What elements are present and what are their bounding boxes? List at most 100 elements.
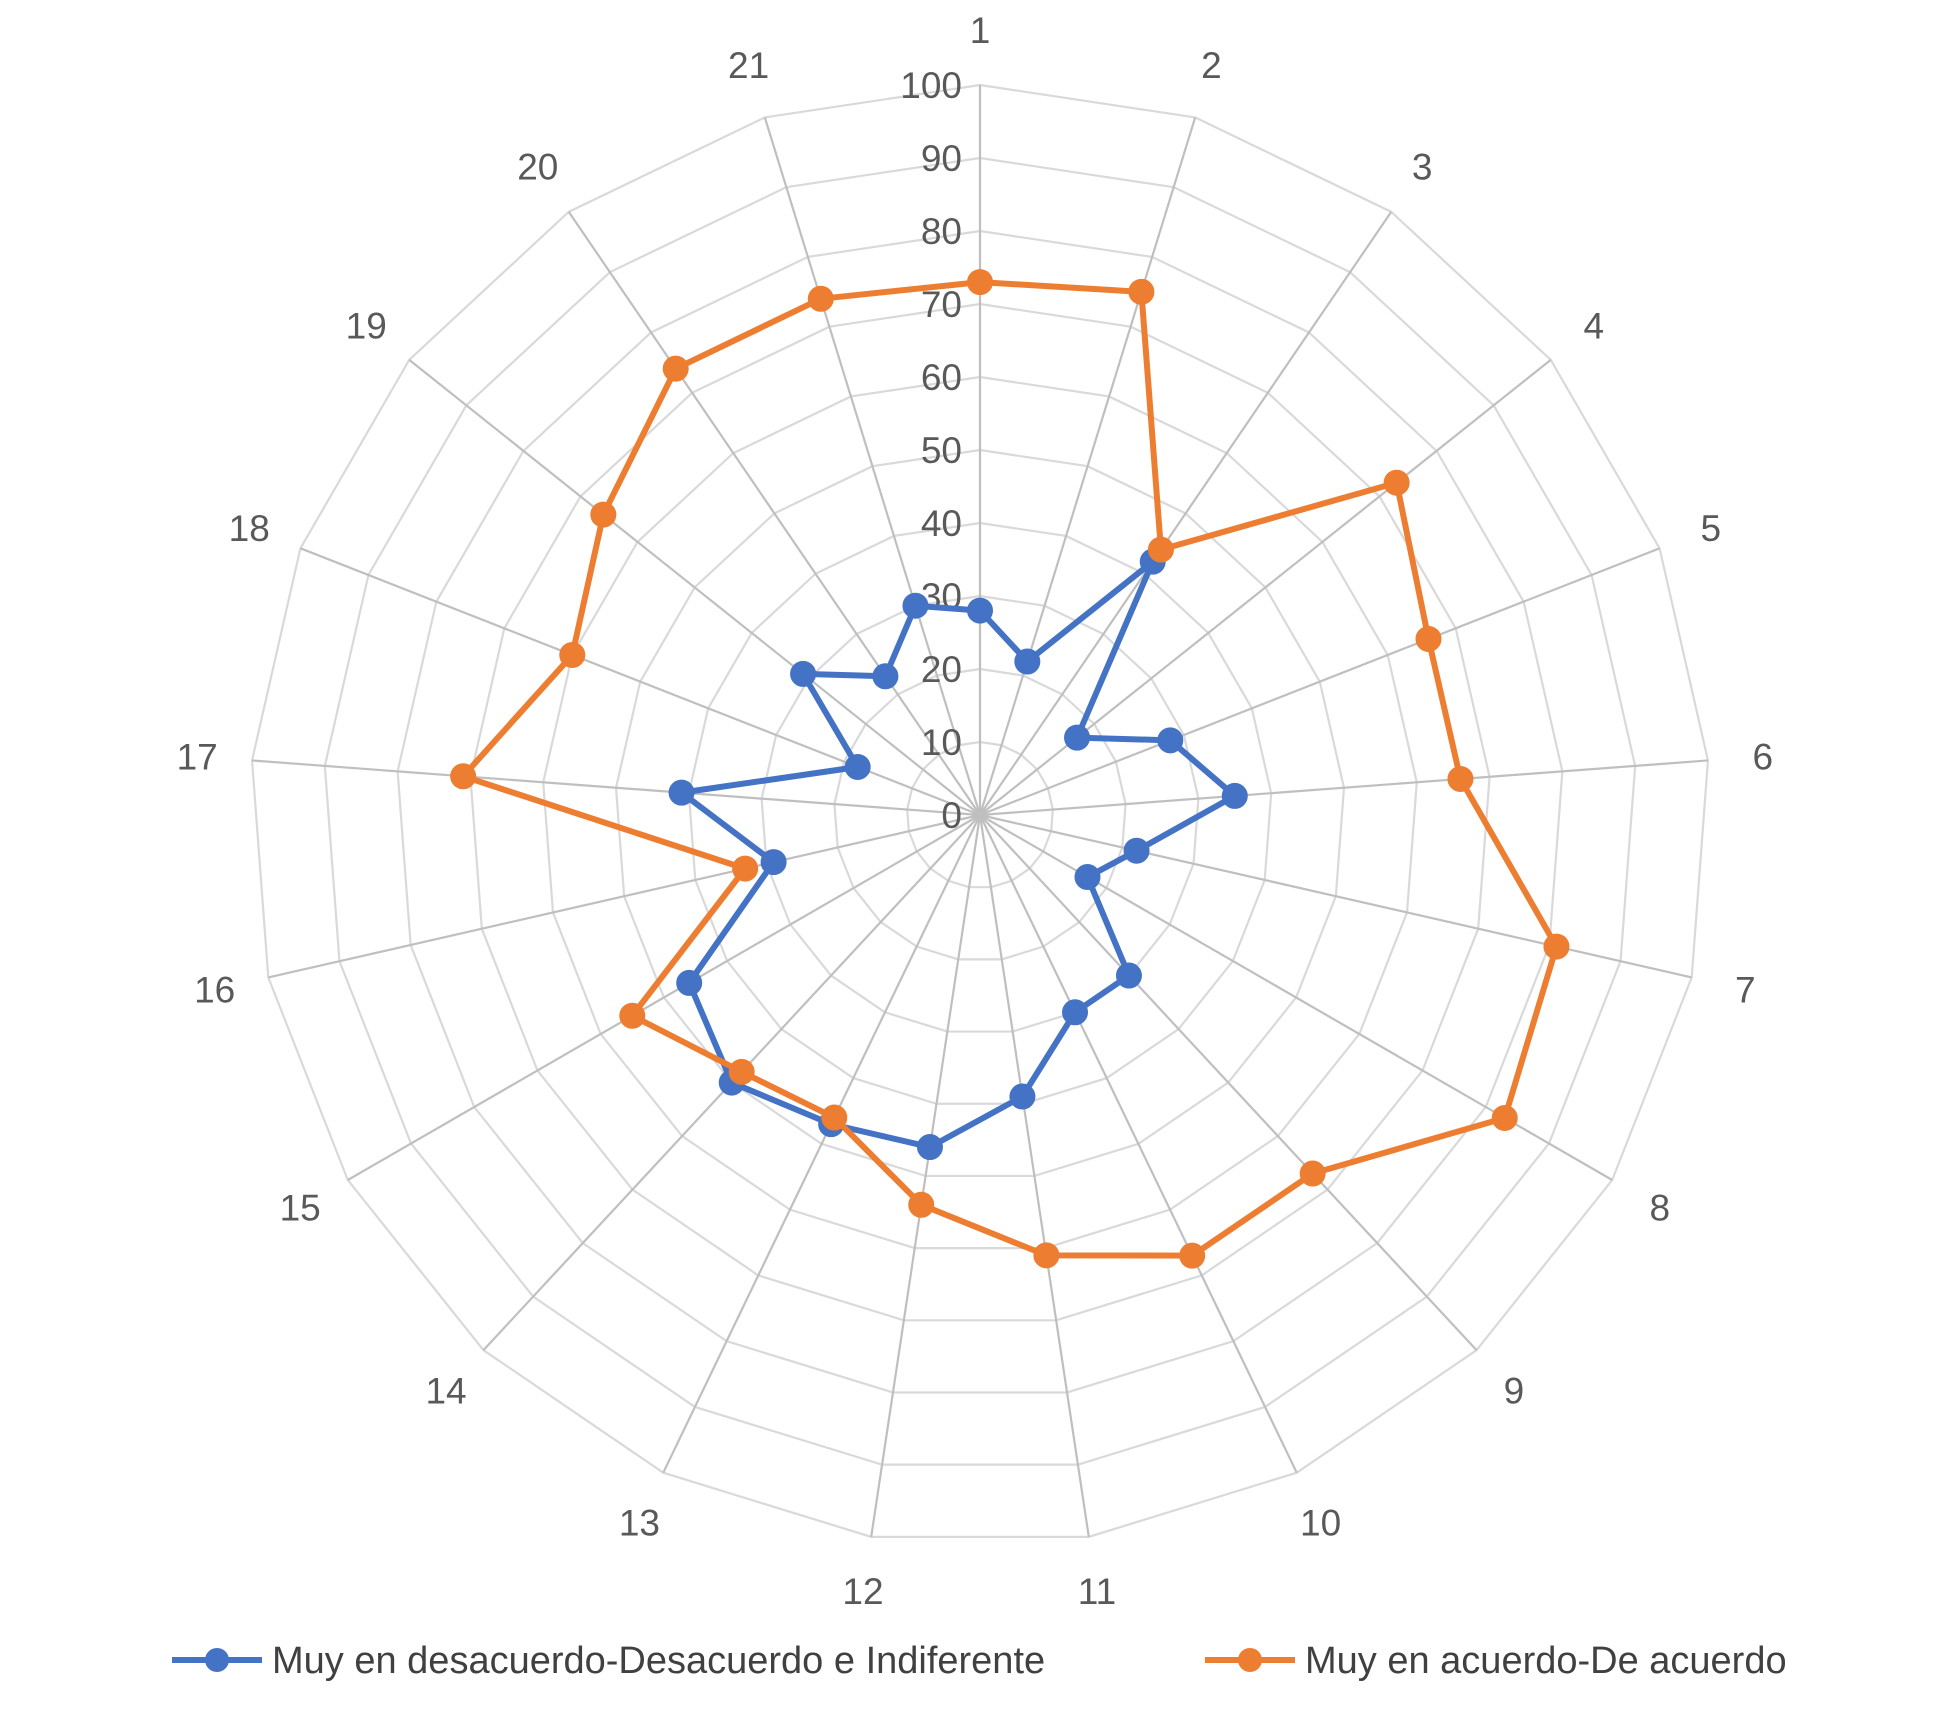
spoke-11 [978, 814, 1090, 1538]
data-point [450, 763, 477, 790]
r-tick-label: 20 [921, 649, 962, 690]
grid-ring-60 [542, 375, 1418, 1250]
grid-ring-20 [833, 667, 1127, 961]
legend: Muy en desacuerdo-Desacuerdo e Indiferen… [172, 1640, 1787, 1682]
data-point [1033, 1242, 1060, 1269]
category-label: 1 [970, 10, 991, 51]
data-point [1074, 864, 1101, 891]
data-point [1062, 999, 1089, 1026]
data-point [1147, 536, 1174, 563]
radar-spokes [251, 85, 1709, 1538]
spoke-6 [979, 759, 1709, 817]
spoke-15 [347, 814, 981, 1181]
data-point [790, 660, 817, 687]
data-point [559, 641, 586, 668]
category-label: 6 [1753, 736, 1774, 777]
data-point [1383, 469, 1410, 496]
r-tick-label: 10 [921, 722, 962, 763]
data-point [844, 753, 871, 780]
grid-ring-80 [396, 229, 1564, 1394]
category-label: 21 [728, 45, 769, 86]
data-point [1128, 278, 1155, 305]
r-tick-label: 0 [941, 795, 962, 836]
spoke-9 [979, 814, 1478, 1351]
r-tick-label: 60 [921, 357, 962, 398]
data-point [902, 592, 929, 619]
category-label: 18 [229, 508, 270, 549]
spoke-7 [979, 813, 1692, 979]
category-label: 5 [1700, 508, 1721, 549]
data-point [872, 663, 899, 690]
data-point [967, 269, 993, 296]
spoke-10 [979, 814, 1298, 1474]
series-line [460, 279, 1560, 1259]
grid-ring-40 [687, 521, 1273, 1105]
data-point [1543, 933, 1570, 960]
data-series [450, 269, 1570, 1269]
data-point [590, 501, 617, 528]
spoke-21 [763, 117, 982, 816]
data-point [760, 849, 787, 876]
grid-ring-30 [760, 594, 1200, 1033]
data-point [732, 855, 759, 882]
series-line [678, 558, 1238, 1151]
series-2 [450, 269, 1570, 1269]
data-point [916, 1134, 943, 1161]
category-label: 13 [619, 1502, 660, 1543]
r-tick-label: 100 [900, 65, 962, 106]
grid-ring-100 [250, 83, 1710, 1538]
category-label: 19 [346, 306, 387, 347]
category-label: 9 [1504, 1370, 1525, 1411]
r-tick-label: 50 [921, 430, 962, 471]
data-point [1115, 962, 1142, 989]
data-point [668, 779, 695, 806]
data-point [619, 1002, 646, 1029]
spoke-8 [979, 814, 1613, 1181]
data-point [908, 1191, 935, 1218]
data-point [1014, 648, 1041, 675]
legend-marker [205, 1648, 229, 1672]
legend-label: Muy en acuerdo-De acuerdo [1305, 1640, 1787, 1682]
grid-ring-50 [614, 448, 1346, 1178]
data-point [1221, 782, 1248, 809]
data-point [1064, 724, 1091, 751]
legend-item-2: Muy en acuerdo-De acuerdo [1205, 1640, 1787, 1682]
data-point [1415, 625, 1442, 652]
data-point [676, 969, 703, 996]
data-point [1123, 837, 1150, 864]
category-label: 14 [425, 1370, 466, 1411]
legend-label: Muy en desacuerdo-Desacuerdo e Indiferen… [272, 1640, 1045, 1682]
category-label: 17 [177, 736, 218, 777]
data-point [1179, 1242, 1206, 1269]
category-label: 8 [1650, 1188, 1671, 1229]
data-point [1157, 727, 1184, 754]
data-point [728, 1058, 755, 1085]
r-tick-label: 70 [921, 284, 962, 325]
grid-ring-90 [323, 156, 1637, 1466]
spoke-20 [567, 211, 981, 816]
grid-ring-70 [469, 302, 1491, 1322]
spoke-4 [979, 358, 1552, 816]
data-point [807, 285, 834, 312]
category-label: 4 [1583, 306, 1604, 347]
r-tick-label: 80 [921, 211, 962, 252]
data-point [967, 597, 993, 624]
spoke-13 [662, 814, 981, 1474]
spoke-19 [408, 358, 981, 816]
spoke-3 [979, 211, 1393, 816]
category-label: 12 [842, 1571, 883, 1612]
data-point [662, 355, 689, 382]
data-point [1009, 1083, 1036, 1110]
legend-item-1: Muy en desacuerdo-Desacuerdo e Indiferen… [172, 1640, 1045, 1682]
grid-ring-10 [906, 740, 1054, 889]
data-point [1447, 765, 1474, 792]
category-label: 11 [1078, 1571, 1116, 1612]
spoke-5 [979, 547, 1660, 817]
spoke-12 [870, 814, 982, 1538]
spoke-2 [978, 117, 1197, 816]
data-point [1491, 1104, 1518, 1131]
